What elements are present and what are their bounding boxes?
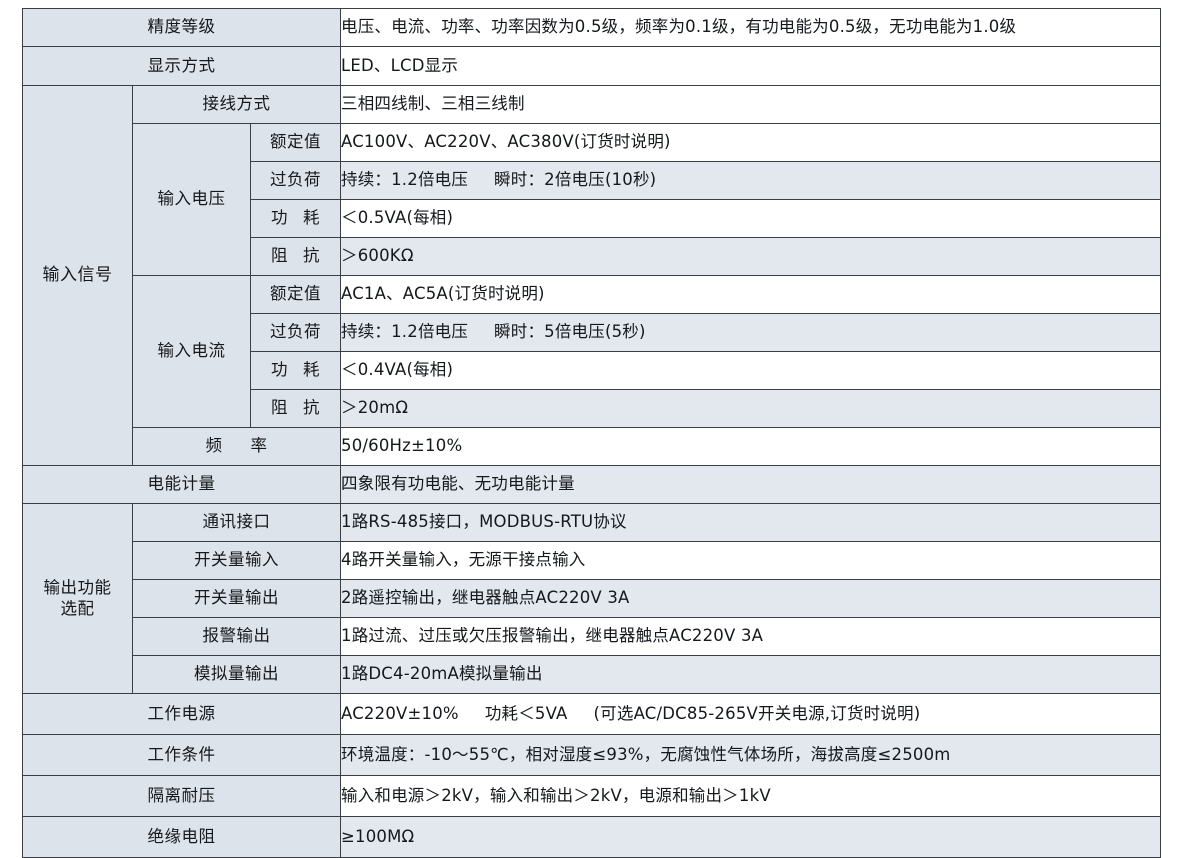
row-label-input-current: 输入电流: [132, 275, 251, 428]
row-label-digital-output: 开关量输出: [132, 579, 341, 618]
current-overload-continuous: 持续：1.2倍电压: [341, 322, 469, 342]
working-power-consumption: 功耗＜5VA: [484, 703, 568, 723]
table-row: 隔离耐压 输入和电源＞2kV，输入和输出＞2kV，电源和输出＞1kV: [22, 775, 1161, 817]
row-value-comm-interface: 1路RS-485接口，MODBUS-RTU协议: [340, 503, 1161, 542]
table-row: 工作条件 环境温度：-10～55℃，相对湿度≤93%，无腐蚀性气体场所，海拔高度…: [22, 734, 1161, 776]
row-label-energy-metering: 电能计量: [22, 465, 341, 504]
row-value-display: LED、LCD显示: [340, 46, 1161, 86]
table-row: 电能计量 四象限有功电能、无功电能计量: [22, 465, 1161, 504]
row-label-voltage-power: 功耗: [250, 199, 341, 238]
row-label-accuracy: 精度等级: [22, 8, 341, 47]
row-value-wiring: 三相四线制、三相三线制: [340, 85, 1161, 124]
row-label-comm-interface: 通讯接口: [132, 503, 341, 542]
row-label-working-conditions: 工作条件: [22, 734, 341, 776]
voltage-overload-continuous: 持续：1.2倍电压: [341, 170, 469, 190]
table-row: 输出功能 选配 通讯接口 1路RS-485接口，MODBUS-RTU协议: [22, 503, 1161, 694]
row-label-output-function: 输出功能 选配: [22, 503, 133, 694]
row-value-accuracy: 电压、电流、功率、功率因数为0.5级，频率为0.1级，有功电能为0.5级，无功电…: [340, 8, 1161, 47]
row-label-alarm-output: 报警输出: [132, 617, 341, 656]
row-value-working-conditions: 环境温度：-10～55℃，相对湿度≤93%，无腐蚀性气体场所，海拔高度≤2500…: [340, 734, 1161, 776]
table-row: 开关量输入 4路开关量输入，无源干接点输入: [23, 541, 1161, 580]
table-row: 过负荷 持续：1.2倍电压 瞬时：5倍电压(5秒): [23, 313, 1161, 352]
row-label-current-impedance: 阻抗: [250, 389, 341, 428]
row-value-voltage-rated: AC100V、AC220V、AC380V(订货时说明): [340, 123, 1161, 162]
row-value-voltage-power: ＜0.5VA(每相): [340, 199, 1161, 238]
specification-table: 精度等级 电压、电流、功率、功率因数为0.5级，频率为0.1级，有功电能为0.5…: [22, 8, 1161, 858]
row-value-working-power: AC220V±10% 功耗＜5VA (可选AC/DC85-265V开关电源,订货时说…: [340, 693, 1161, 735]
row-label-current-rated: 额定值: [250, 275, 341, 314]
voltage-overload-instant: 瞬时：2倍电压(10秒): [494, 170, 657, 190]
row-value-digital-output: 2路遥控输出，继电器触点AC220V 3A: [340, 579, 1161, 618]
table-row: 报警输出 1路过流、过压或欠压报警输出，继电器触点AC220V 3A: [23, 617, 1161, 656]
table-row: 功耗 ＜0.5VA(每相): [23, 199, 1161, 238]
row-value-alarm-output: 1路过流、过压或欠压报警输出，继电器触点AC220V 3A: [340, 617, 1161, 656]
row-label-current-power: 功耗: [250, 351, 341, 390]
table-row: 输入电压 额定值 AC100V、AC220V、AC380V(订货时说明): [23, 123, 1161, 276]
row-value-voltage-overload: 持续：1.2倍电压 瞬时：2倍电压(10秒): [340, 161, 1161, 200]
table-row: 过负荷 持续：1.2倍电压 瞬时：2倍电压(10秒): [23, 161, 1161, 200]
row-value-digital-input: 4路开关量输入，无源干接点输入: [340, 541, 1161, 580]
working-power-voltage: AC220V±10%: [341, 703, 459, 723]
table-row: 精度等级 电压、电流、功率、功率因数为0.5级，频率为0.1级，有功电能为0.5…: [22, 8, 1161, 47]
row-value-isolation-voltage: 输入和电源＞2kV，输入和输出＞2kV，电源和输出＞1kV: [340, 775, 1161, 817]
row-label-wiring: 接线方式: [132, 85, 341, 124]
row-value-current-power: ＜0.4VA(每相): [340, 351, 1161, 390]
table-row: 绝缘电阻 ≥100MΩ: [22, 816, 1161, 858]
table-row: 模拟量输出 1路DC4-20mA模拟量输出: [23, 655, 1161, 694]
row-label-current-overload: 过负荷: [250, 313, 341, 352]
working-power-option: (可选AC/DC85-265V开关电源,订货时说明): [593, 703, 921, 723]
row-label-working-power: 工作电源: [22, 693, 341, 735]
row-value-analog-output: 1路DC4-20mA模拟量输出: [340, 655, 1161, 694]
row-value-current-rated: AC1A、AC5A(订货时说明): [340, 275, 1161, 314]
table-row: 显示方式 LED、LCD显示: [22, 46, 1161, 86]
row-label-display: 显示方式: [22, 46, 341, 86]
row-value-current-impedance: ＞20mΩ: [340, 389, 1161, 428]
row-label-analog-output: 模拟量输出: [132, 655, 341, 694]
table-row: 输入电流 额定值 AC1A、AC5A(订货时说明): [23, 275, 1161, 428]
row-label-frequency: 频率: [132, 427, 341, 466]
table-row: 频率 50/60Hz±10%: [23, 427, 1161, 466]
row-value-current-overload: 持续：1.2倍电压 瞬时：5倍电压(5秒): [340, 313, 1161, 352]
row-label-input-signal: 输入信号: [22, 85, 133, 466]
table-row: 阻抗 ＞600KΩ: [23, 237, 1161, 276]
row-value-energy-metering: 四象限有功电能、无功电能计量: [340, 465, 1161, 504]
row-label-voltage-overload: 过负荷: [250, 161, 341, 200]
table-row: 工作电源 AC220V±10% 功耗＜5VA (可选AC/DC85-265V开关电源…: [22, 693, 1161, 735]
table-row: 阻抗 ＞20mΩ: [23, 389, 1161, 428]
row-label-insulation-resistance: 绝缘电阻: [22, 816, 341, 858]
row-value-voltage-impedance: ＞600KΩ: [340, 237, 1161, 276]
row-label-input-voltage: 输入电压: [132, 123, 251, 276]
row-label-isolation-voltage: 隔离耐压: [22, 775, 341, 817]
specification-sheet: 精度等级 电压、电流、功率、功率因数为0.5级，频率为0.1级，有功电能为0.5…: [22, 8, 1161, 858]
table-row: 输入信号 接线方式 三相四线制、三相三线制: [22, 85, 1161, 466]
row-label-digital-input: 开关量输入: [132, 541, 341, 580]
current-overload-instant: 瞬时：5倍电压(5秒): [494, 322, 646, 342]
row-value-frequency: 50/60Hz±10%: [340, 427, 1161, 466]
row-value-insulation-resistance: ≥100MΩ: [340, 816, 1161, 858]
row-label-voltage-impedance: 阻抗: [250, 237, 341, 276]
row-label-voltage-rated: 额定值: [250, 123, 341, 162]
table-row: 开关量输出 2路遥控输出，继电器触点AC220V 3A: [23, 579, 1161, 618]
table-row: 功耗 ＜0.4VA(每相): [23, 351, 1161, 390]
